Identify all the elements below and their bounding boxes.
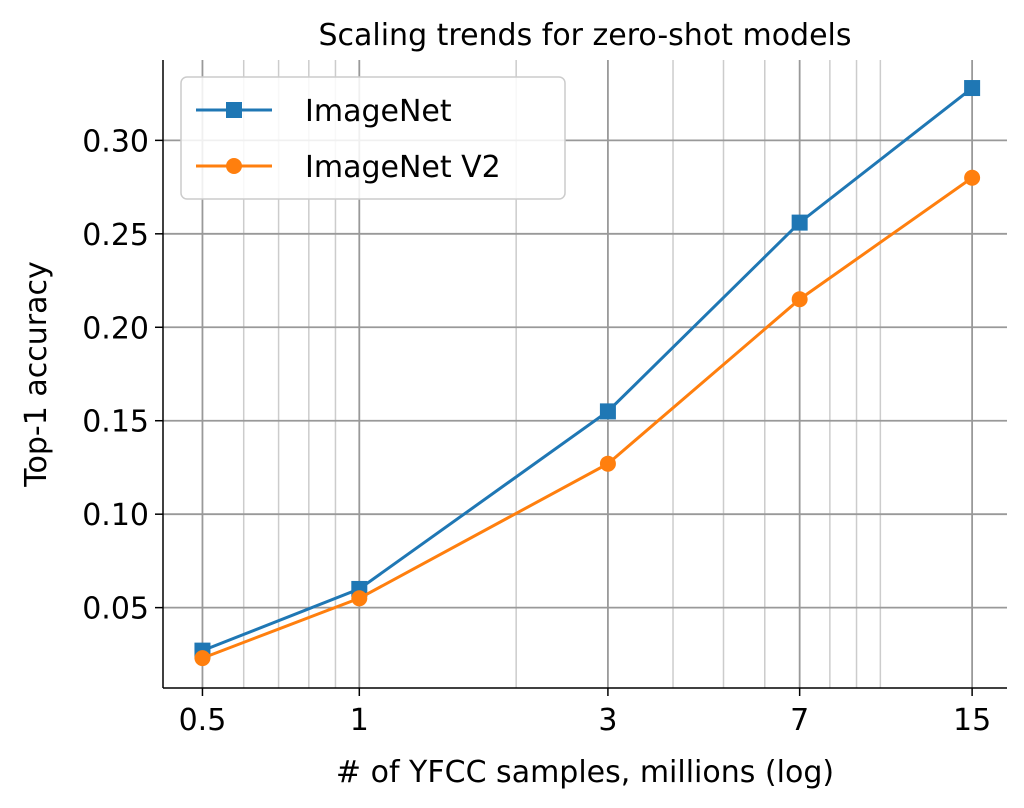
data-point-square xyxy=(599,403,616,420)
y-axis-label: Top-1 accuracy xyxy=(19,261,54,487)
data-point-circle xyxy=(194,650,211,667)
x-tick-label: 15 xyxy=(953,703,991,738)
data-point-circle xyxy=(964,169,981,186)
series-layer xyxy=(194,80,981,667)
x-axis-label: # of YFCC samples, millions (log) xyxy=(336,755,834,790)
data-point-circle xyxy=(791,291,808,308)
axes: 0.5 1 3 7 15 0.05 0.10 0.15 0.20 0.25 0.30 xyxy=(82,60,1007,738)
x-tick-label: 0.5 xyxy=(179,703,227,738)
x-tick-label: 1 xyxy=(350,703,369,738)
data-point-square xyxy=(791,214,808,231)
x-tick-label: 3 xyxy=(598,703,617,738)
legend-label: ImageNet xyxy=(305,94,452,129)
legend-box xyxy=(180,76,566,200)
legend-label: ImageNet V2 xyxy=(305,150,501,185)
legend: ImageNet ImageNet V2 xyxy=(180,76,566,200)
y-tick-label: 0.30 xyxy=(82,124,149,159)
data-point-circle xyxy=(351,590,368,607)
data-point-circle xyxy=(226,158,242,174)
data-point-square xyxy=(964,80,981,97)
x-tick-label: 7 xyxy=(790,703,809,738)
chart-title: Scaling trends for zero-shot models xyxy=(318,18,851,53)
data-point-square xyxy=(226,102,242,118)
y-tick-label: 0.25 xyxy=(82,218,149,253)
y-tick-label: 0.20 xyxy=(82,311,149,346)
y-tick-label: 0.05 xyxy=(82,592,149,627)
y-tick-label: 0.15 xyxy=(82,405,149,440)
y-tick-label: 0.10 xyxy=(82,498,149,533)
data-point-circle xyxy=(599,455,616,472)
